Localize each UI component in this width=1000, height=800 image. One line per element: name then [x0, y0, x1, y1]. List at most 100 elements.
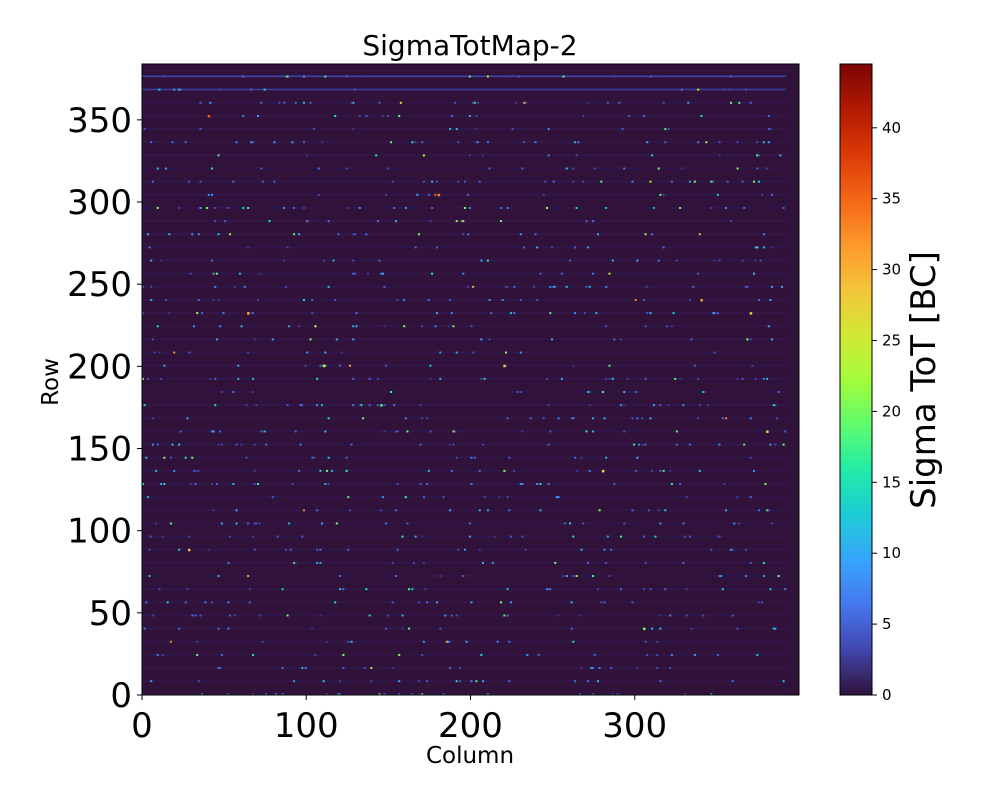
hot-pixel	[302, 141, 305, 144]
hot-pixel	[237, 364, 240, 367]
hot-pixel	[749, 456, 752, 459]
colorbar-label: Sigma ToT [BC]	[904, 251, 944, 509]
hot-pixel	[680, 88, 683, 91]
hot-pixel	[536, 298, 539, 301]
hot-pixel	[186, 588, 189, 591]
hot-pixel	[301, 667, 304, 670]
hot-pixel	[477, 141, 480, 144]
hot-pixel	[690, 338, 693, 341]
hot-pixel	[291, 483, 294, 486]
hot-pixel	[664, 588, 667, 591]
hot-pixel	[685, 496, 688, 499]
hot-pixel	[196, 640, 199, 643]
colorbar-tick-label: 35	[882, 190, 901, 208]
hot-pixel	[342, 667, 345, 670]
hot-pixel-sample	[642, 627, 646, 631]
hot-pixel	[330, 469, 333, 472]
hot-pixel	[247, 206, 250, 209]
hot-pixel	[753, 180, 756, 183]
hot-pixel	[744, 575, 747, 578]
hot-pixel	[769, 588, 772, 591]
hot-pixel	[766, 509, 769, 512]
hot-pixel	[611, 377, 614, 380]
hot-pixel	[352, 338, 355, 341]
hot-pixel	[286, 404, 289, 407]
hot-pixel	[191, 456, 194, 459]
hot-pixel	[682, 404, 685, 407]
hot-pixel	[514, 101, 517, 104]
hot-pixel	[275, 693, 278, 696]
hot-pixel	[588, 391, 591, 394]
hot-pixel	[449, 509, 452, 512]
hot-pixel	[463, 548, 466, 551]
hot-pixel	[260, 430, 263, 433]
chart-title: SigmaTotMap-2	[362, 29, 577, 62]
hot-pixel	[703, 391, 706, 394]
hot-pixel	[605, 561, 608, 564]
hot-pixel	[744, 548, 747, 551]
hot-pixel	[644, 233, 647, 236]
hot-pixel	[570, 601, 573, 604]
hot-pixel	[199, 180, 202, 183]
hot-pixel	[636, 456, 639, 459]
hot-pixel	[486, 509, 489, 512]
hot-pixel	[169, 640, 172, 643]
hot-pixel	[306, 351, 309, 354]
hot-pixel	[749, 561, 752, 564]
hot-pixel	[688, 180, 691, 183]
hot-pixel	[467, 285, 470, 288]
hot-pixel	[455, 351, 458, 354]
hot-pixel	[324, 430, 327, 433]
hot-pixel	[339, 680, 342, 683]
y-axis-label: Row	[38, 358, 64, 406]
colorbar-gradient	[839, 63, 873, 696]
hot-pixel	[342, 588, 345, 591]
hot-pixel	[725, 206, 728, 209]
hot-pixel	[575, 469, 578, 472]
hot-pixel	[592, 693, 595, 696]
hot-pixel	[319, 548, 322, 551]
hot-pixel	[284, 285, 287, 288]
hot-pixel	[219, 430, 222, 433]
hot-pixel	[493, 535, 496, 538]
hot-pixel	[593, 653, 596, 656]
hot-pixel	[736, 167, 739, 170]
hot-pixel	[682, 561, 685, 564]
hot-pixel	[399, 101, 402, 104]
hot-pixel	[634, 469, 637, 472]
hot-pixel	[621, 128, 624, 131]
hot-pixel	[757, 509, 760, 512]
colorbar-tick-label: 25	[882, 332, 901, 350]
hot-pixel	[626, 377, 629, 380]
hot-pixel	[483, 496, 486, 499]
hot-pixel	[478, 180, 481, 183]
hot-pixel	[421, 141, 424, 144]
hot-pixel	[184, 601, 187, 604]
hot-pixel	[449, 298, 452, 301]
hot-pixel	[247, 522, 250, 525]
hot-pixel	[352, 128, 355, 131]
hot-pixel	[651, 469, 654, 472]
hot-pixel	[710, 548, 713, 551]
hot-pixel	[155, 522, 158, 525]
bright-row	[142, 88, 786, 91]
hot-pixel	[201, 693, 204, 696]
hot-pixel	[480, 338, 483, 341]
hot-pixel	[608, 364, 611, 367]
hot-pixel	[702, 391, 705, 394]
hot-pixel	[302, 509, 305, 512]
hot-pixel	[403, 325, 406, 328]
colorbar-tick-label: 5	[882, 615, 892, 633]
hot-pixel	[319, 614, 322, 617]
hot-pixel	[569, 522, 572, 525]
hot-pixel	[697, 377, 700, 380]
hot-pixel	[210, 601, 213, 604]
hot-pixel	[201, 312, 204, 315]
hot-pixel	[383, 693, 386, 696]
hot-pixel	[455, 680, 458, 683]
hot-pixel	[771, 246, 774, 249]
hot-pixel	[498, 496, 501, 499]
hot-pixel	[549, 588, 552, 591]
hot-pixel	[439, 377, 442, 380]
hot-pixel	[509, 535, 512, 538]
